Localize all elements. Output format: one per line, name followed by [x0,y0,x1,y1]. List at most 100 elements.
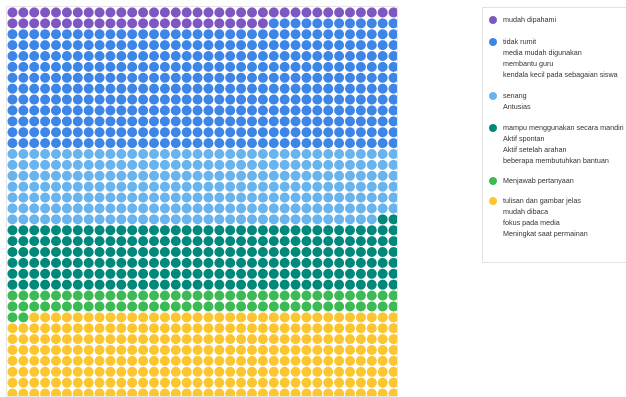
waffle-dot-series-2 [388,159,397,170]
waffle-dot-series-4 [312,290,323,301]
waffle-dot-series-1 [366,18,377,29]
waffle-dot-series-3 [18,246,29,258]
waffle-dot-series-4 [246,290,258,301]
waffle-dot-series-4 [344,290,356,301]
waffle-dot-series-1 [388,94,397,105]
waffle-dot-series-3 [377,214,388,225]
waffle-dot-series-1 [50,40,62,51]
waffle-dot-series-5 [29,334,40,345]
waffle-dot-series-3 [344,257,356,268]
waffle-dot-series-3 [83,246,94,258]
waffle-dot-series-4 [7,301,18,312]
waffle-dot-series-5 [94,334,105,345]
waffle-dot-series-5 [323,312,334,323]
waffle-dot-series-3 [214,268,225,279]
waffle-dot-series-1 [290,127,301,138]
waffle-dot-series-2 [344,181,356,192]
waffle-dot-series-2 [116,203,127,214]
waffle-dot-series-5 [279,344,290,356]
waffle-dot-series-2 [105,170,116,181]
waffle-dot-series-3 [61,268,72,279]
waffle-dot-series-2 [290,170,301,181]
waffle-dot-series-1 [127,72,138,83]
waffle-dot-series-5 [203,334,214,345]
waffle-dot-series-1 [246,94,258,105]
waffle-dot-series-2 [377,203,388,214]
waffle-dot-series-2 [72,214,83,225]
waffle-dot-series-1 [366,116,377,127]
waffle-dot-series-5 [61,355,72,366]
waffle-dot-series-5 [377,312,388,323]
waffle-dot-series-3 [257,279,268,290]
waffle-dot-series-1 [279,138,290,149]
waffle-dot-series-1 [29,50,40,62]
waffle-dot-series-2 [203,159,214,170]
waffle-dot-series-0 [225,7,236,18]
waffle-dot-series-3 [290,246,301,258]
waffle-dot-series-1 [72,83,83,94]
waffle-dot-series-1 [290,29,301,40]
waffle-dot-series-3 [50,225,62,236]
waffle-dot-series-4 [366,301,377,312]
waffle-dot-series-1 [290,40,301,51]
waffle-dot-series-5 [301,323,312,334]
waffle-dot-series-1 [50,116,62,127]
waffle-dot-series-3 [138,268,149,279]
waffle-dot-series-3 [138,225,149,236]
waffle-dot-series-1 [279,127,290,138]
waffle-dot-series-1 [301,127,312,138]
waffle-dot-series-0 [312,7,323,18]
waffle-dot-series-3 [61,225,72,236]
waffle-dot-series-3 [72,279,83,290]
waffle-dot-series-5 [192,344,203,356]
waffle-dot-series-5 [170,355,181,366]
waffle-dot-series-2 [61,170,72,181]
waffle-dot-series-1 [355,138,366,149]
waffle-dot-series-3 [366,268,377,279]
waffle-dot-series-3 [40,246,51,258]
waffle-dot-series-2 [388,181,397,192]
waffle-dot-series-0 [334,7,345,18]
waffle-dot-series-2 [377,170,388,181]
waffle-dot-series-2 [279,214,290,225]
waffle-dot-series-5 [105,344,116,356]
waffle-dot-series-5 [279,377,290,388]
waffle-dot-series-1 [236,105,247,116]
waffle-dot-series-1 [366,50,377,62]
waffle-dot-series-3 [94,257,105,268]
waffle-dot-series-5 [40,355,51,366]
waffle-dot-series-5 [29,355,40,366]
waffle-dot-series-5 [159,334,170,345]
waffle-dot-series-2 [236,170,247,181]
waffle-dot-series-3 [105,268,116,279]
waffle-dot-series-3 [83,225,94,236]
waffle-dot-series-1 [72,72,83,83]
waffle-dot-series-2 [94,170,105,181]
waffle-dot-series-5 [170,377,181,388]
waffle-dot-series-1 [334,127,345,138]
waffle-dot-series-5 [225,355,236,366]
waffle-dot-series-5 [388,366,397,377]
waffle-dot-series-3 [61,279,72,290]
waffle-dot-series-2 [192,159,203,170]
waffle-dot-series-1 [366,94,377,105]
waffle-dot-series-1 [181,29,192,40]
waffle-dot-series-5 [214,323,225,334]
waffle-dot-series-1 [159,29,170,40]
waffle-dot-series-2 [170,214,181,225]
waffle-dot-series-1 [312,138,323,149]
waffle-dot-series-2 [344,192,356,203]
waffle-dot-series-2 [50,148,62,160]
waffle-dot-series-5 [116,344,127,356]
waffle-dot-series-3 [214,279,225,290]
waffle-dot-series-2 [246,203,258,214]
waffle-dot-series-1 [148,72,160,83]
waffle-dot-series-1 [301,94,312,105]
waffle-dot-series-1 [105,116,116,127]
waffle-dot-series-5 [246,366,258,377]
waffle-dot-series-1 [203,138,214,149]
waffle-dot-series-1 [344,29,356,40]
waffle-dot-series-3 [334,268,345,279]
waffle-dot-series-3 [181,279,192,290]
waffle-dot-series-5 [236,344,247,356]
